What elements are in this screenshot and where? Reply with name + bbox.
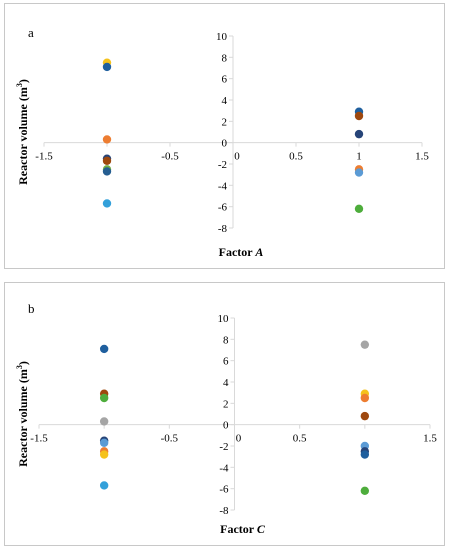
x-tick-label: 1 [356,151,362,163]
y-tick-label: 2 [222,116,228,128]
x-tick-label: 1.5 [423,433,437,445]
data-point [354,168,364,177]
data-point [99,344,109,354]
data-point [360,411,370,421]
data-point [99,393,109,403]
panel-label: a [28,25,34,40]
chart-panel-b: -1.5 -0.5 0 0.5 1.5 -8 -6 -4 -2 0 2 4 6 8 10 b Factor C R… [4,282,445,546]
x-tick-label: -0.5 [161,433,179,445]
x-tick-label: -1.5 [30,433,48,445]
y-tick-label: 0 [222,138,228,150]
panel-label: b [28,301,35,316]
x-axis-title: Factor C [220,522,266,536]
y-tick-label: 10 [218,313,230,325]
data-point [102,167,112,176]
x-axis-title: Factor A [219,245,264,259]
y-tick-label: -4 [219,462,229,474]
y-axis-title: Reactor volume (m3) [15,79,30,185]
y-axis-title: Reactor volume (m3) [15,361,30,467]
x-tick-label: 0.5 [293,433,307,445]
data-point [354,129,364,139]
data-point [360,340,370,349]
data-point [99,481,109,490]
y-tick-label: 6 [222,74,228,86]
y-tick-label: 8 [223,334,229,346]
y-tick-label: 2 [223,398,229,410]
data-point [354,204,364,213]
x-tick-label: 0.5 [289,151,303,163]
x-tick-label: 0 [236,433,242,445]
scatter-chart-b: -1.5 -0.5 0 0.5 1.5 -8 -6 -4 -2 0 2 4 6 8 10 b Factor C R… [15,301,437,536]
data-point [99,417,109,426]
y-tick-label: 6 [223,356,229,368]
data-point [360,393,370,403]
y-tick-label: 0 [223,420,229,432]
data-point [102,199,112,208]
y-tick-label: -8 [219,505,229,517]
y-tick-label: -6 [218,202,228,214]
y-tick-label: 4 [222,95,228,107]
y-tick-label: -2 [218,159,227,171]
scatter-chart-a: -1.5 -0.5 0 0.5 1 1.5 -8 -6 -4 -2 0 2 4 6 8 10 a Factor A… [15,25,429,259]
data-point [99,438,109,447]
data-point [102,135,112,144]
y-tick-label: -2 [219,441,228,453]
data-point [99,450,109,459]
y-tick-label: 4 [223,377,229,389]
data-point [102,62,112,72]
data-point [102,156,112,165]
y-tick-label: -6 [219,484,229,496]
data-point [360,486,370,495]
x-tick-label: -1.5 [35,151,53,163]
chart-panel-a: -1.5 -0.5 0 0.5 1 1.5 -8 -6 -4 -2 0 2 4 6 8 10 a Factor A… [4,3,445,269]
y-tick-label: -4 [218,180,228,192]
x-tick-label: -0.5 [161,151,179,163]
data-point [354,111,364,121]
x-tick-label: 0 [234,151,240,163]
y-tick-label: -8 [218,223,228,235]
data-point [360,450,370,459]
y-tick-label: 10 [216,31,228,43]
y-tick-label: 8 [222,52,228,64]
x-tick-label: 1.5 [415,151,429,163]
